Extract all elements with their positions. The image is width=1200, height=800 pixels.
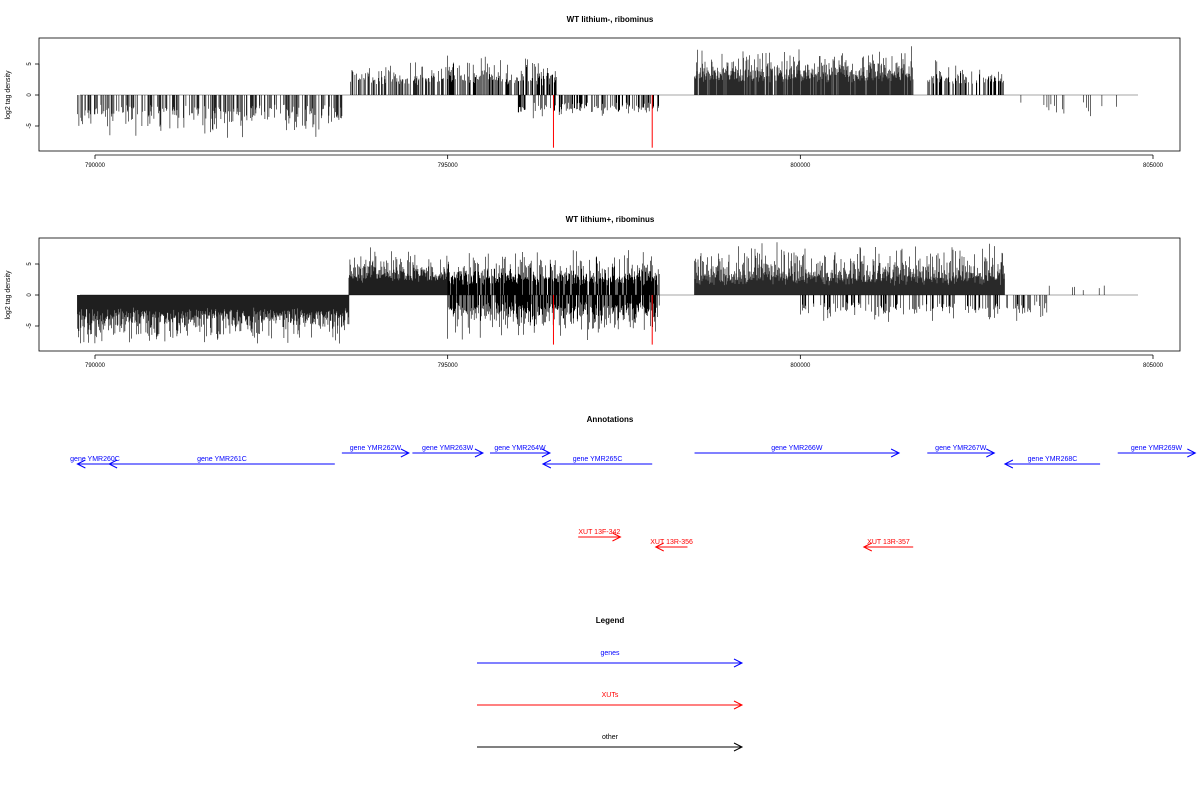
y-tick-label: -5 (27, 323, 33, 329)
xut-arrow: XUT 13F-342 (578, 529, 622, 542)
gene-arrow: gene YMR263W (412, 445, 485, 458)
y-tick-label: 5 (27, 62, 33, 66)
y-tick-label: 0 (27, 293, 33, 297)
xut-arrow: XUT 13R-356 (650, 539, 693, 552)
xut-label: XUT 13R-357 (867, 539, 910, 546)
xut-arrow: XUT 13R-357 (862, 539, 914, 552)
gene-arrow: gene YMR266W (694, 445, 901, 458)
y-axis-label: log2 tag density (5, 270, 12, 320)
y-tick-label: -5 (27, 123, 33, 129)
gene-label: gene YMR269W (1131, 445, 1183, 452)
x-tick-label: 790000 (85, 363, 106, 369)
legend-label: XUTs (602, 692, 619, 699)
gene-label: gene YMR264W (494, 445, 546, 452)
y-axis: -5 0 5 (27, 62, 40, 129)
xut-arrows: XUT 13F-342 XUT 13R-356 XUT 13R-357 (578, 529, 914, 552)
signal-bars (77, 242, 1105, 344)
panel-title: WT lithium-, ribominus (567, 15, 654, 24)
legend-item: other (477, 734, 744, 752)
xut-label: XUT 13R-356 (650, 539, 693, 546)
highlight-bars (552, 95, 653, 148)
x-tick-label: 790000 (85, 163, 106, 169)
gene-arrow: gene YMR260C (70, 456, 120, 469)
gene-label: gene YMR265C (573, 456, 623, 463)
y-tick-label: 5 (27, 262, 33, 266)
gene-arrow: gene YMR262W (341, 445, 410, 458)
gene-label: gene YMR262W (350, 445, 402, 452)
legend-panel: Legend genes XUTs other (477, 616, 744, 752)
plot-frame (38, 237, 1181, 352)
legend-item: genes (477, 650, 744, 668)
gene-label: gene YMR261C (197, 456, 247, 463)
annotations-title: Annotations (587, 415, 634, 424)
gene-arrow: gene YMR269W (1117, 445, 1197, 458)
gene-arrow: gene YMR265C (541, 456, 653, 469)
gene-arrows: gene YMR260C gene YMR261C gene YMR262W gene… (70, 445, 1197, 469)
xut-label: XUT 13F-342 (578, 529, 620, 536)
plot-frame (38, 37, 1181, 152)
panel-title: WT lithium+, ribominus (566, 215, 655, 224)
x-axis: 790000 795000 800000 805000 (85, 154, 1164, 169)
legend-item: XUTs (477, 692, 744, 710)
gene-arrow: gene YMR268C (1003, 456, 1101, 469)
x-tick-label: 805000 (1143, 163, 1164, 169)
gene-label: gene YMR268C (1028, 456, 1078, 463)
x-tick-label: 795000 (438, 363, 459, 369)
gene-label: gene YMR267W (935, 445, 987, 452)
gene-arrow: gene YMR261C (107, 456, 335, 469)
x-tick-label: 795000 (438, 163, 459, 169)
y-axis: -5 0 5 (27, 262, 40, 329)
highlight-bars (552, 295, 653, 345)
annotations-panel: Annotations gene YMR260C gene YMR261Cgene… (70, 415, 1197, 552)
y-axis-label: log2 tag density (5, 70, 12, 120)
legend-label: genes (600, 650, 620, 657)
track-panel-lithium-minus: WT lithium-, ribominus log2 tag density … (5, 15, 1181, 169)
legend-label: other (602, 734, 619, 741)
gene-label: gene YMR263W (422, 445, 474, 452)
x-axis: 790000 795000 800000 805000 (85, 354, 1164, 369)
track-panel-lithium-plus: WT lithium+, ribominus log2 tag density … (5, 215, 1181, 369)
gene-arrow: gene YMR264W (489, 445, 552, 458)
gene-label: gene YMR260C (70, 456, 120, 463)
gene-arrow: gene YMR267W (927, 445, 996, 458)
legend-title: Legend (596, 616, 625, 625)
y-tick-label: 0 (27, 93, 33, 97)
legend-items: genes XUTs other (477, 650, 744, 752)
signal-bars (77, 46, 1117, 138)
x-tick-label: 805000 (1143, 363, 1164, 369)
x-tick-label: 800000 (790, 163, 811, 169)
gene-label: gene YMR266W (771, 445, 823, 452)
x-tick-label: 800000 (790, 363, 811, 369)
